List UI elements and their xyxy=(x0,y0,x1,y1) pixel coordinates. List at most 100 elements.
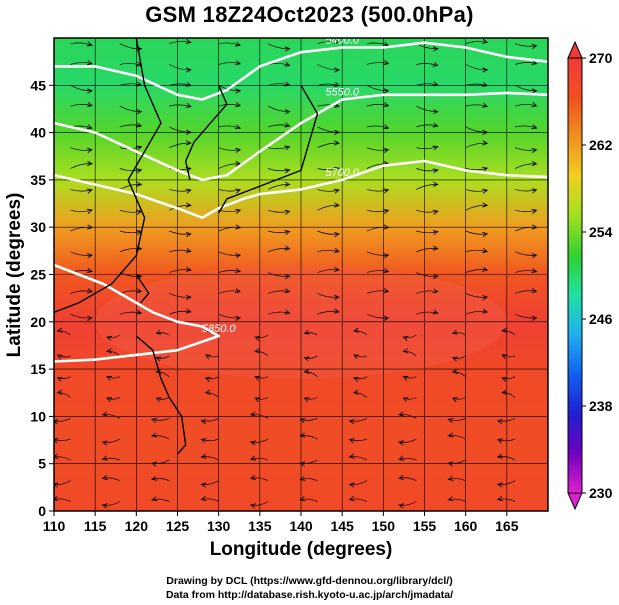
streamline-arrowhead xyxy=(136,181,143,187)
streamline-arrowhead xyxy=(383,188,390,194)
streamline-arrowhead xyxy=(87,315,93,321)
colorbar-tick-label: 230 xyxy=(589,485,613,501)
streamline-arrowhead xyxy=(496,482,503,488)
streamline xyxy=(169,104,191,107)
streamline-arrowhead xyxy=(185,67,192,73)
streamline-arrowhead xyxy=(447,418,454,424)
streamline-arrowhead xyxy=(447,432,454,438)
streamline xyxy=(300,435,318,440)
streamline-arrowhead xyxy=(235,268,242,274)
streamline xyxy=(349,456,368,461)
colorbar-min-triangle xyxy=(567,492,583,511)
streamline xyxy=(218,125,241,129)
streamline xyxy=(119,311,142,315)
streamline-arrowhead xyxy=(333,166,340,172)
streamline xyxy=(366,290,389,294)
streamline-arrowhead xyxy=(185,140,192,146)
streamline xyxy=(448,478,466,482)
streamline-arrowhead xyxy=(235,60,242,66)
streamline-arrowhead xyxy=(432,309,439,315)
colorbar-scale xyxy=(567,57,583,494)
streamline xyxy=(317,167,340,171)
colorbar-max-triangle xyxy=(567,40,583,59)
grid-lines xyxy=(54,38,548,511)
streamline-arrowhead xyxy=(432,274,439,280)
streamline-arrowhead xyxy=(398,474,405,480)
streamline xyxy=(366,125,389,129)
colorbar-tick-label: 262 xyxy=(589,137,613,153)
streamline xyxy=(70,84,92,92)
streamline xyxy=(169,64,191,71)
streamline xyxy=(317,126,339,133)
streamline xyxy=(317,104,340,107)
x-tick-label: 160 xyxy=(454,518,478,534)
streamline xyxy=(102,414,121,419)
streamline xyxy=(70,313,92,319)
streamline-arrowhead xyxy=(284,309,291,315)
streamline-arrowhead xyxy=(185,188,192,194)
streamline xyxy=(169,126,191,133)
streamline xyxy=(514,84,537,92)
streamline xyxy=(465,142,488,149)
streamline-arrowhead xyxy=(353,354,360,360)
streamline xyxy=(201,417,219,422)
contour-label: 5550.0 xyxy=(325,87,360,99)
streamline-arrowhead xyxy=(348,482,355,488)
streamline-arrowhead xyxy=(200,453,207,459)
streamline xyxy=(106,376,121,379)
streamline xyxy=(317,269,339,273)
streamline-arrowhead xyxy=(54,453,59,459)
streamline xyxy=(201,438,219,442)
streamline-arrowhead xyxy=(482,38,489,44)
contour-label: 5850.0 xyxy=(202,323,237,335)
streamline xyxy=(502,354,516,358)
streamline-arrowhead xyxy=(501,377,508,382)
coastline xyxy=(54,38,162,313)
streamline xyxy=(255,397,269,400)
streamline xyxy=(399,501,417,506)
streamline-arrowhead xyxy=(185,231,192,238)
streamline-arrowhead xyxy=(151,432,158,438)
streamline-arrowhead xyxy=(432,109,439,115)
streamline-arrowhead xyxy=(56,389,63,395)
streamline xyxy=(416,248,438,253)
streamline xyxy=(119,124,142,128)
streamline xyxy=(304,397,318,400)
streamline-arrowhead xyxy=(284,145,291,151)
streamline xyxy=(267,290,290,294)
streamline xyxy=(152,478,170,482)
x-tick-label: 145 xyxy=(330,518,354,534)
streamline-arrowhead xyxy=(249,503,256,509)
streamline-arrowhead xyxy=(204,376,211,382)
streamline-arrowhead xyxy=(353,376,360,382)
streamline-arrowhead xyxy=(155,356,162,362)
streamline-arrowhead xyxy=(333,188,340,194)
streamline-arrowhead xyxy=(249,440,256,446)
streamline-arrowhead xyxy=(86,41,93,47)
streamline-arrowhead xyxy=(531,147,538,153)
streamline xyxy=(398,457,417,461)
streamline-arrowhead xyxy=(531,253,538,259)
streamline-arrowhead xyxy=(185,247,192,253)
credit-line-data-source: Data from http://database.rish.kyoto-u.a… xyxy=(165,589,454,601)
streamline-arrowhead xyxy=(86,253,93,259)
streamline xyxy=(268,146,290,150)
streamline-arrowhead xyxy=(136,145,143,151)
streamline-arrowhead xyxy=(531,288,538,294)
streamline-arrowhead xyxy=(54,482,59,488)
streamline-arrowhead xyxy=(101,474,108,481)
y-tick-label: 25 xyxy=(30,267,46,283)
streamline-arrowhead xyxy=(200,482,207,488)
streamline-arrowhead xyxy=(86,268,93,274)
streamline xyxy=(452,397,466,400)
y-tick-label: 5 xyxy=(38,456,46,472)
streamline xyxy=(366,270,389,273)
streamline xyxy=(201,498,219,502)
streamline xyxy=(317,310,339,315)
streamline xyxy=(70,42,93,46)
streamline-arrowhead xyxy=(496,419,503,425)
streamline xyxy=(366,209,389,213)
streamline-arrowhead xyxy=(185,38,192,44)
streamline-arrowhead xyxy=(432,61,439,67)
streamline xyxy=(218,270,241,273)
